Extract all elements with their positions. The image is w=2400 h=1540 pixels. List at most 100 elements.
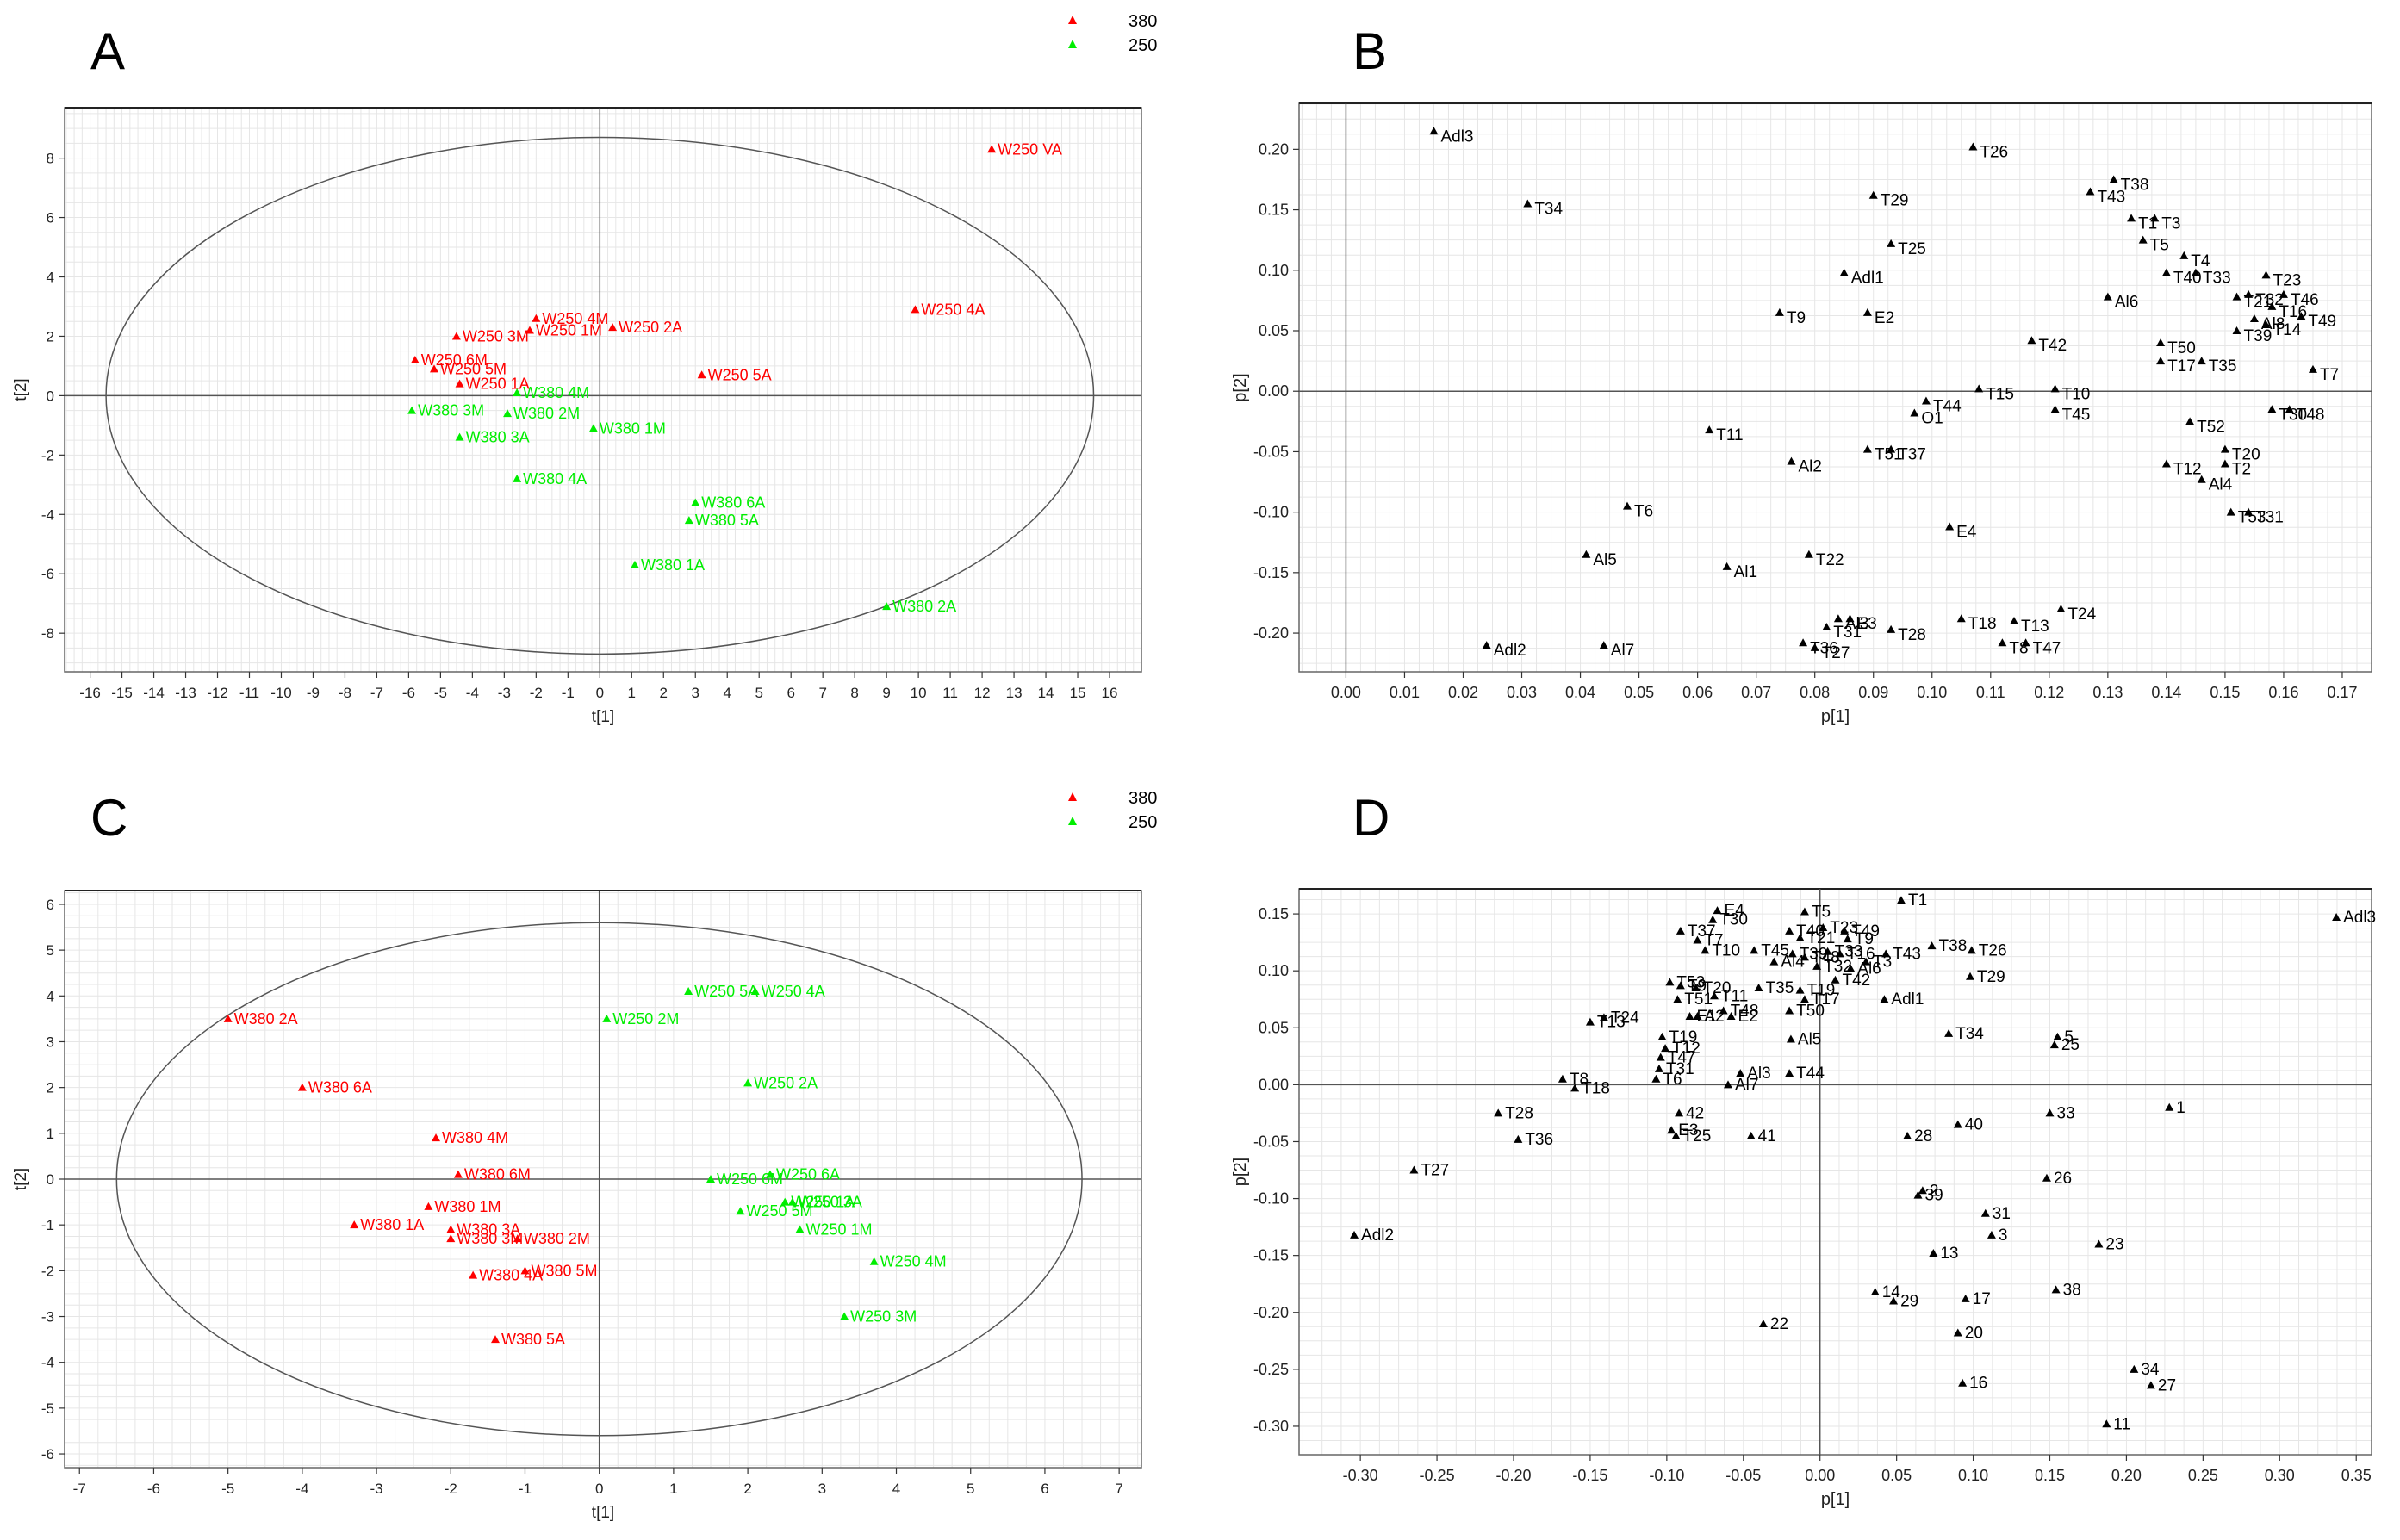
data-point [503,409,513,418]
x-tick-label: 0.02 [1448,684,1478,701]
data-point-label: W380 2A [234,1010,298,1028]
triangle-marker-icon [1068,16,1077,24]
data-point-label: T48 [1731,1002,1759,1020]
data-point-label: T37 [1688,922,1716,941]
x-tick-label: -4 [295,1481,308,1497]
x-tick-label: 0.12 [2034,684,2064,701]
data-point [2244,289,2254,298]
data-point-label: T3 [1873,953,1892,972]
data-point [1944,1028,1954,1037]
data-point [2232,292,2241,301]
x-tick-label: -0.20 [1495,1467,1531,1484]
x-tick-label: 0.05 [1624,684,1654,701]
data-point-label: W380 6A [701,494,765,512]
data-point [1903,1131,1912,1139]
data-point-label: 17 [1973,1290,1991,1308]
data-point-label: E2 [1875,309,1894,327]
data-point-label: W380 1A [360,1216,424,1233]
y-tick-label: 8 [47,151,54,167]
data-point [525,326,534,334]
series-group: Adl3T1E4T30T5T37T7T10T45T40T21T23T49T9Al… [1350,891,2376,1433]
series-group: W380 2A W380 6A W380 4M W380 6M W380 1M W380 … [223,1010,598,1348]
x-tick-label: -0.05 [1725,1467,1761,1484]
series-group: W380 3M W380 4M W380 2M W380 3A W380 1M W380 … [407,384,956,615]
data-point-label: 5 [2064,1028,2074,1046]
data-point [2130,1364,2139,1373]
x-tick-label: 8 [850,685,858,701]
data-point [2109,175,2118,183]
data-point-label: 3 [1999,1226,2008,1245]
x-tick-label: 5 [755,685,762,701]
data-point [2102,1419,2111,1428]
data-point-label: W380 4M [523,384,589,401]
data-point [2027,336,2036,345]
data-point-label: W380 2M [524,1230,590,1247]
y-tick-label: -1 [41,1217,54,1233]
data-point-label: 28 [1914,1127,1932,1146]
data-point-label: T3 [2161,214,2180,233]
data-point-label: 11 [2113,1415,2130,1433]
x-tick-label: -3 [370,1481,383,1497]
legend-label: 250 [1128,36,1158,55]
data-point [2045,1108,2055,1117]
data-point [1775,307,1784,316]
data-point-label: T45 [2062,406,2091,424]
data-point [520,1266,530,1275]
data-point [1429,127,1439,135]
data-point-label: W380 5A [501,1331,565,1348]
data-point [602,1014,612,1022]
x-tick-label: 2 [743,1481,751,1497]
data-point [1705,425,1714,434]
data-point [1927,941,1937,950]
x-tick-label: 13 [1006,685,1023,701]
data-point-label: W380 3A [466,429,530,446]
data-point [1676,926,1685,935]
data-point [2261,270,2271,279]
data-point [1804,550,1813,558]
legend-item-380: 380 [1068,789,1172,813]
x-tick-label: -3 [498,685,511,701]
x-tick-label: 0 [595,1481,603,1497]
x-tick-label: -15 [111,685,133,701]
data-point-label: T38 [2121,176,2149,194]
legend-label: 380 [1128,12,1158,31]
y-tick-label: 0.00 [1259,1076,1289,1093]
x-tick-label: 0.16 [2268,684,2298,701]
confidence-ellipse [105,136,1095,655]
data-point [1822,623,1831,631]
data-point-label: T40 [1796,922,1825,941]
data-point [795,1225,805,1233]
x-tick-label: -2 [445,1481,457,1497]
data-point-label: T20 [2232,446,2260,464]
data-point [588,424,598,432]
data-point-label: T48 [2297,406,2325,424]
data-point-label: 2 [1930,1182,1939,1200]
data-point [453,1170,463,1178]
data-point-label: W250 VA [998,140,1062,158]
data-point [1998,638,2007,647]
data-point-label: 13 [1940,1245,1958,1263]
x-tick-label: 12 [974,685,991,701]
y-tick-label: 5 [47,942,54,959]
data-point [1685,1012,1694,1021]
y-tick-label: -4 [41,1355,54,1371]
data-point-label: 38 [2063,1281,2081,1299]
y-tick-label: -2 [41,447,54,463]
data-point-label: T9 [1787,309,1806,327]
x-tick-label: -14 [143,685,165,701]
data-point-label: T43 [1893,945,1921,963]
data-point-label: T36 [1525,1131,1553,1149]
data-point [1845,614,1855,623]
data-point [1758,1319,1768,1327]
data-point [1823,947,1832,955]
data-point [2220,444,2229,453]
data-point [1482,641,1491,649]
y-tick-label: -0.15 [1253,564,1289,581]
data-point-label: W380 2M [513,405,580,422]
data-point [1785,1069,1794,1077]
data-point [2267,301,2277,310]
data-point [1800,995,1809,1003]
data-point-label: T34 [1534,201,1563,219]
data-point [1746,1131,1756,1139]
data-point [787,1197,797,1206]
